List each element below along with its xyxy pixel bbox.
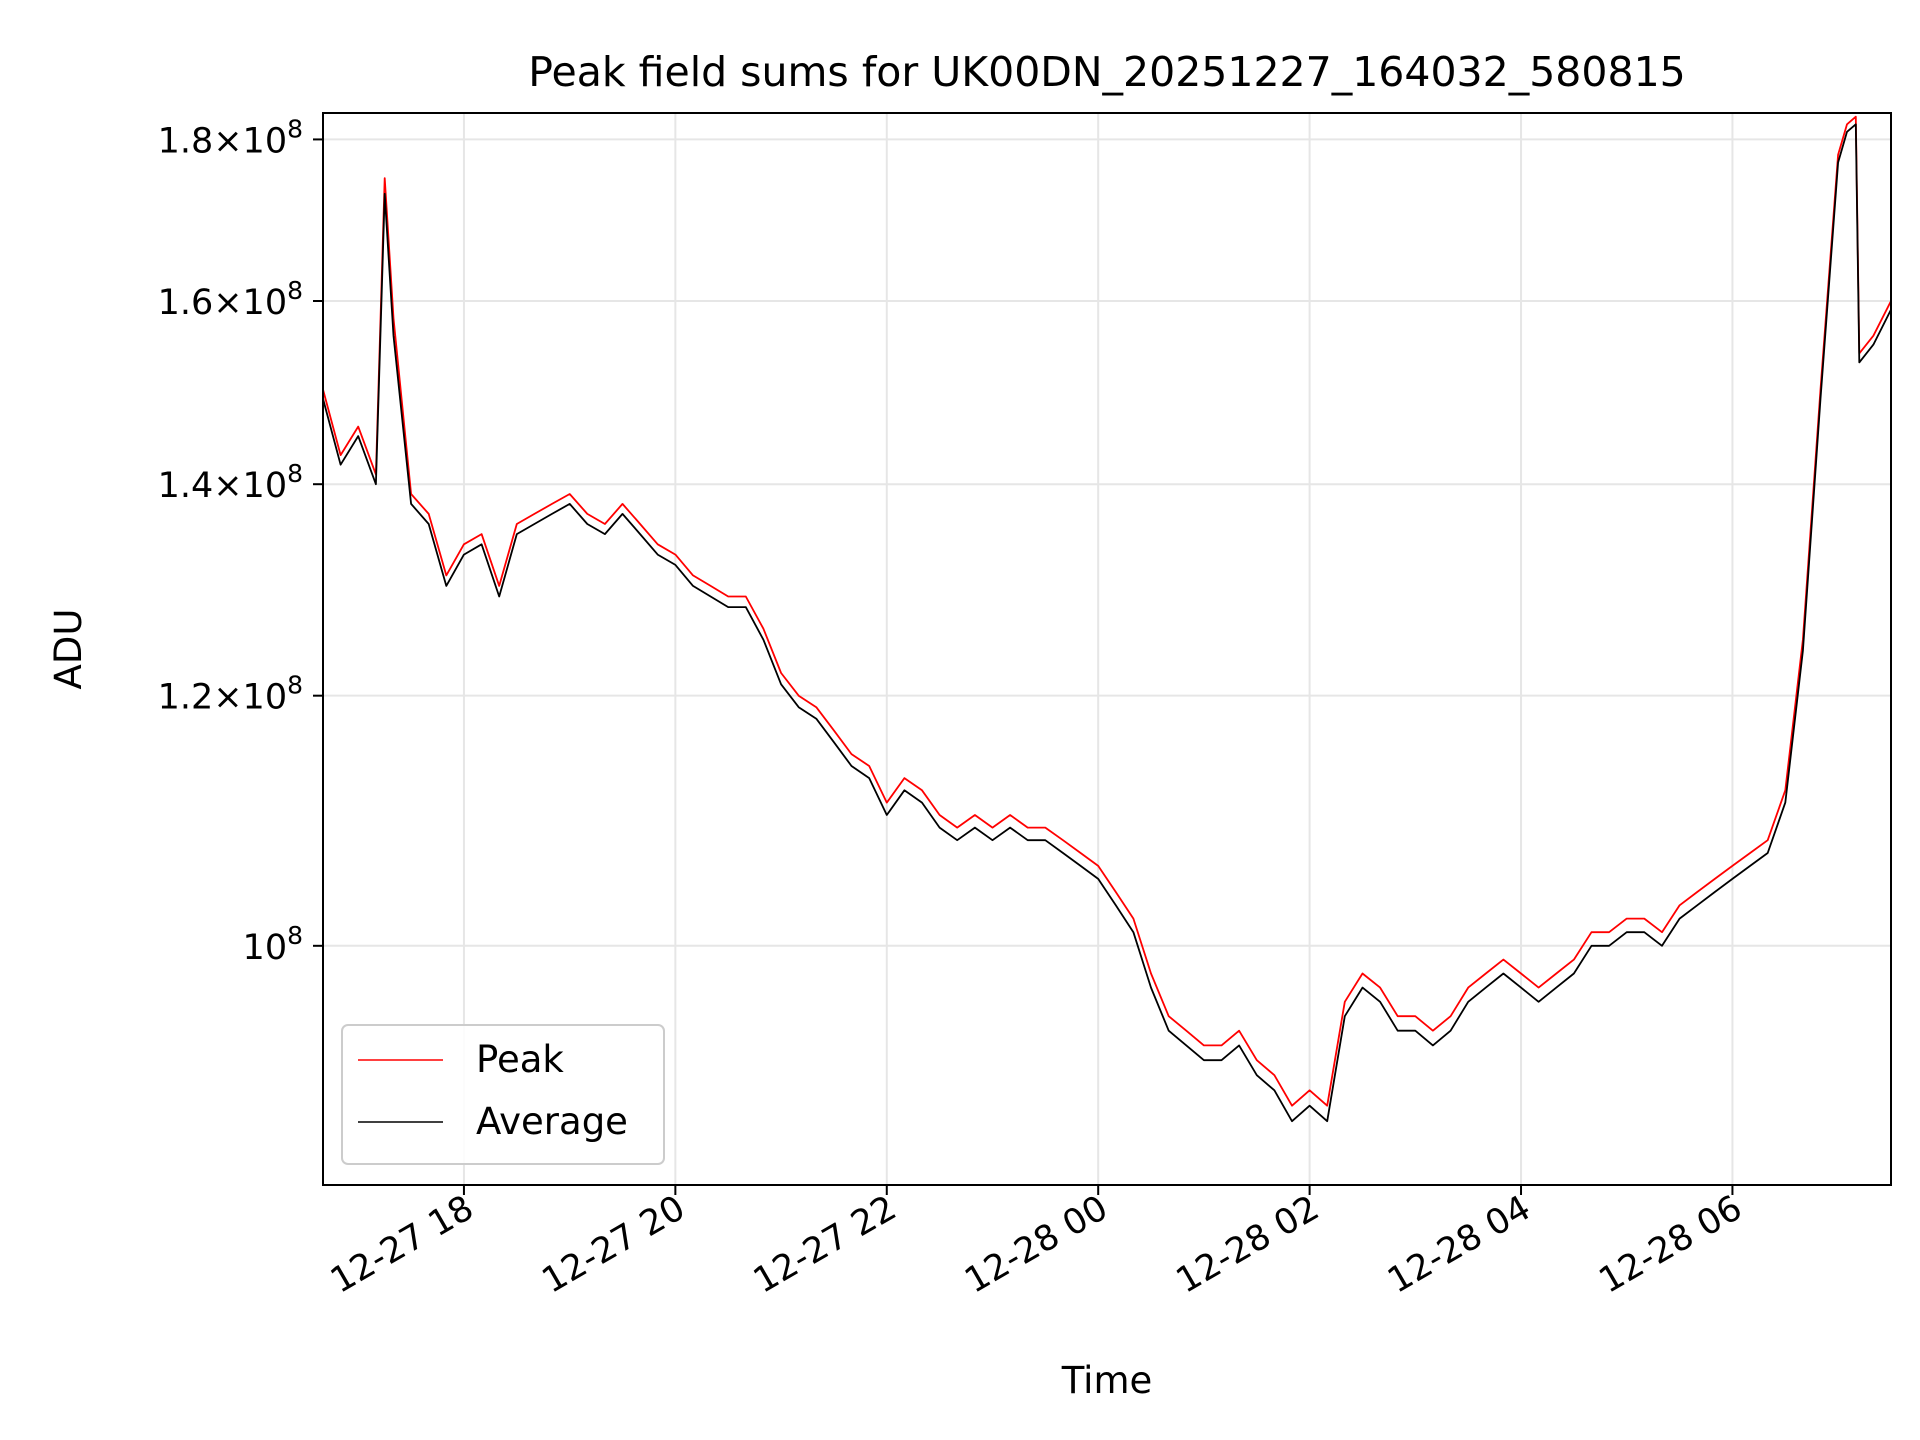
y-tick-label: 1.2×108 xyxy=(158,671,303,718)
legend: Peak Average xyxy=(341,1024,665,1165)
y-tick-label: 1.8×108 xyxy=(158,114,303,161)
y-tick-label: 1.6×108 xyxy=(158,276,303,323)
grid-lines xyxy=(323,113,1891,1185)
series-line-peak xyxy=(323,115,1891,1107)
series-line-average xyxy=(323,123,1891,1123)
plot-area xyxy=(323,115,1891,1123)
y-tick-label: 108 xyxy=(243,921,303,968)
y-tick-label: 1.4×108 xyxy=(158,459,303,506)
legend-peak-label: Peak xyxy=(476,1038,564,1081)
y-axis-ticks: 108 1.2×108 1.4×108 1.6×108 1.8×108 xyxy=(158,114,323,968)
chart-title: Peak field sums for UK00DN_20251227_1640… xyxy=(528,48,1686,96)
legend-average-label: Average xyxy=(476,1100,628,1143)
axes-frame xyxy=(322,112,1892,1186)
x-axis-label: Time xyxy=(1061,1359,1153,1402)
y-axis-label: ADU xyxy=(47,609,90,690)
